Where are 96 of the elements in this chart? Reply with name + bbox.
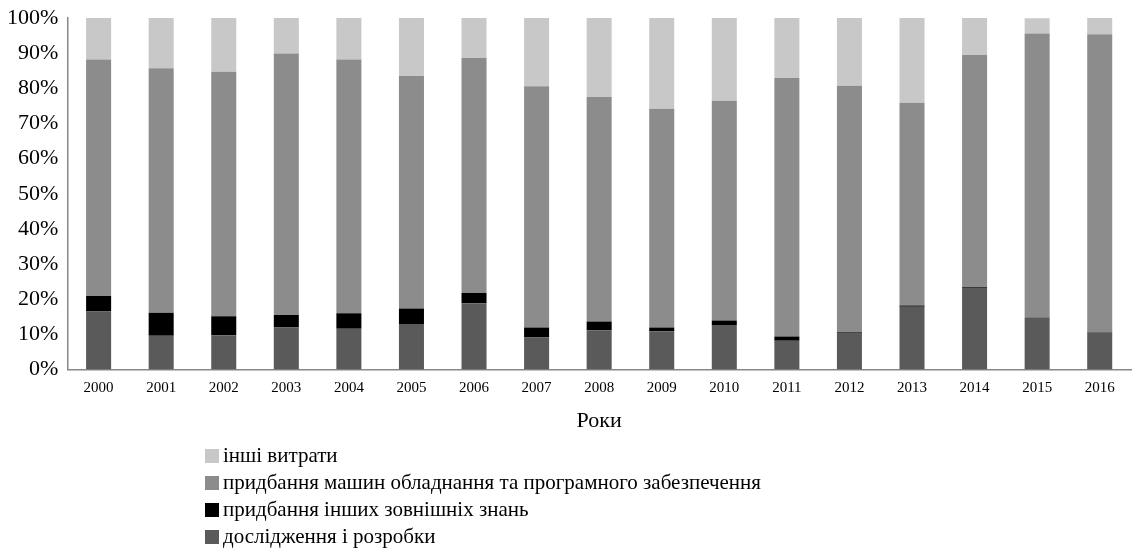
bar [774, 18, 800, 79]
legend-label: дослідження і розробки [223, 523, 436, 550]
bar [148, 18, 174, 69]
bar [336, 328, 362, 370]
bar [398, 308, 424, 324]
bar [398, 76, 424, 309]
y-tick-label: 50% [18, 179, 59, 205]
x-tick-label: 2010 [709, 378, 740, 395]
y-tick-label: 20% [18, 285, 59, 311]
bar [649, 327, 675, 332]
bar [711, 100, 737, 321]
bar [962, 18, 988, 55]
bar [586, 321, 612, 331]
bar [273, 18, 299, 54]
bar [86, 311, 112, 370]
bar [524, 86, 550, 328]
x-tick-label: 2013 [897, 378, 928, 395]
bar [398, 323, 424, 370]
bar [86, 296, 112, 312]
legend-label: інші витрати [223, 442, 338, 469]
bar [398, 18, 424, 77]
bar [336, 59, 362, 314]
x-tick-label: 2001 [146, 378, 177, 395]
bar [836, 85, 862, 332]
bar [649, 331, 675, 370]
x-tick-label: 2000 [83, 378, 114, 395]
x-tick-label: 2007 [521, 378, 553, 395]
bar [899, 102, 925, 306]
y-tick-label: 70% [18, 109, 59, 135]
bar [836, 332, 862, 370]
bar [273, 327, 299, 370]
bar [1087, 34, 1113, 333]
bar [461, 58, 487, 293]
bar [524, 327, 550, 338]
x-tick-label: 2009 [646, 378, 677, 395]
bar [962, 54, 988, 288]
bar [899, 18, 925, 103]
bar [1087, 18, 1113, 35]
bar [711, 324, 737, 370]
bar [774, 78, 800, 337]
x-tick-label: 2002 [208, 378, 239, 395]
bar [336, 313, 362, 329]
bar [586, 97, 612, 322]
bar [273, 53, 299, 316]
bar [1024, 33, 1050, 318]
bar [148, 312, 174, 336]
bar [1024, 317, 1050, 370]
x-tick-label: 2004 [333, 378, 365, 395]
x-axis-title: Роки [576, 406, 622, 432]
bar [461, 292, 487, 304]
bar [836, 18, 862, 86]
bar [711, 320, 737, 325]
x-tick-label: 2003 [271, 378, 302, 395]
bar [86, 18, 112, 60]
bar [899, 306, 925, 370]
bar [649, 108, 675, 328]
bar [1024, 18, 1050, 34]
x-tick-label: 2005 [396, 378, 427, 395]
legend-label: придбання інших зовнішніх знань [223, 496, 529, 523]
bar [336, 18, 362, 60]
bar [211, 335, 237, 370]
bar [524, 337, 550, 370]
bar [649, 18, 675, 109]
bar [461, 303, 487, 370]
x-tick-label: 2014 [959, 378, 991, 395]
bar [461, 18, 487, 59]
bar [211, 316, 237, 336]
bar [774, 340, 800, 370]
x-tick-label: 2015 [1022, 378, 1053, 395]
y-tick-label: 40% [18, 214, 59, 240]
bar [774, 336, 800, 341]
x-tick-label: 2006 [459, 378, 490, 395]
bar [211, 71, 237, 317]
bar [962, 288, 988, 370]
x-tick-label: 2011 [772, 378, 802, 395]
bar [148, 335, 174, 370]
bar [586, 330, 612, 370]
bar [148, 68, 174, 313]
x-tick-label: 2008 [584, 378, 615, 395]
y-tick-label: 90% [18, 38, 59, 64]
y-tick-label: 30% [18, 249, 59, 275]
bar [211, 18, 237, 72]
bar [524, 18, 550, 87]
bar [1087, 332, 1113, 370]
y-tick-label: 10% [18, 320, 59, 346]
bar [586, 18, 612, 98]
x-tick-label: 2012 [834, 378, 865, 395]
legend-label: придбання машин обладнання та програмного забезпечення [223, 469, 762, 496]
y-tick-label: 80% [18, 74, 59, 100]
bar [273, 315, 299, 328]
x-tick-label: 2016 [1084, 378, 1116, 395]
y-tick-label: 0% [29, 355, 59, 381]
y-tick-label: 60% [18, 144, 59, 170]
bar [86, 59, 112, 297]
y-tick-label: 100% [7, 3, 59, 29]
bar [711, 18, 737, 101]
